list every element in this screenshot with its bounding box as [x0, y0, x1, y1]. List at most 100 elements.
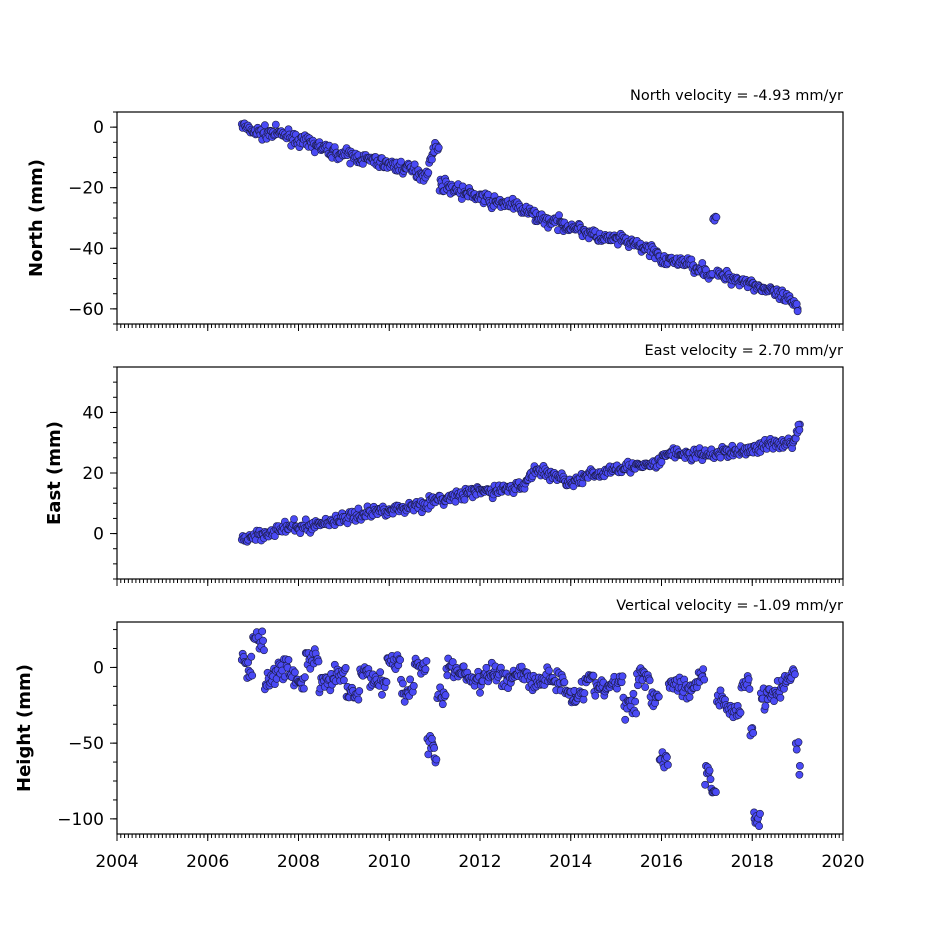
data-point — [657, 458, 666, 466]
data-point — [699, 665, 708, 673]
data-point — [791, 670, 799, 679]
y-tick-label: −40 — [68, 239, 104, 259]
x-tick-label: 2008 — [277, 852, 320, 872]
data-points — [237, 420, 804, 546]
data-point — [258, 627, 267, 636]
y-axis-label: North (mm) — [26, 159, 47, 277]
x-tick-label: 2014 — [549, 852, 592, 872]
data-point — [755, 822, 763, 830]
data-point — [354, 504, 363, 513]
data-point — [355, 687, 364, 695]
x-tick-label: 2012 — [458, 852, 501, 872]
y-tick-label: −60 — [68, 300, 104, 320]
data-point — [427, 734, 436, 743]
x-tick-label: 2018 — [731, 852, 774, 872]
data-point — [517, 662, 526, 671]
data-point — [712, 788, 720, 796]
data-point — [580, 689, 589, 698]
data-point — [421, 665, 430, 674]
data-point — [700, 675, 709, 684]
y-tick-label: 0 — [93, 525, 104, 545]
data-point — [631, 697, 640, 706]
data-point — [378, 690, 386, 699]
data-point — [560, 678, 569, 687]
velocity-label: North velocity = -4.93 mm/yr — [630, 88, 843, 104]
data-point — [460, 495, 469, 504]
data-point — [745, 685, 754, 693]
data-point — [641, 683, 650, 691]
x-tick-label: 2020 — [821, 852, 864, 872]
data-points — [237, 627, 804, 830]
data-point — [424, 168, 433, 177]
data-point — [260, 121, 269, 130]
data-point — [545, 666, 553, 675]
data-point — [795, 770, 804, 779]
data-point — [339, 676, 348, 685]
plot-frame — [116, 621, 844, 835]
y-tick-label: −100 — [57, 810, 104, 830]
data-point — [589, 671, 598, 680]
data-point — [306, 664, 315, 673]
y-axis-label: East (mm) — [44, 421, 65, 525]
data-points — [237, 119, 802, 316]
data-point — [314, 657, 323, 666]
data-point — [701, 780, 709, 789]
data-point — [270, 532, 279, 540]
x-tick-label: 2016 — [640, 852, 683, 872]
data-point — [382, 678, 391, 686]
y-tick-label: 40 — [82, 403, 104, 423]
y-tick-label: −20 — [68, 179, 104, 199]
data-point — [716, 453, 725, 462]
data-point — [438, 700, 447, 709]
data-point — [427, 155, 436, 164]
velocity-label: Vertical velocity = -1.09 mm/yr — [616, 598, 843, 614]
x-tick-label: 2004 — [95, 852, 138, 872]
data-point — [300, 673, 309, 682]
panel-2: 40 20 0 East velocity = 2.70 mm/yr East (mm) — [44, 343, 844, 586]
data-point — [290, 668, 299, 677]
data-point — [744, 675, 753, 684]
data-point — [663, 753, 671, 762]
data-point — [341, 664, 350, 672]
panel-3: 0 −50 −100 2004 2006 2008 2010 2012 2014 2016 2018… — [14, 598, 865, 872]
data-point — [448, 658, 457, 666]
data-point — [618, 672, 627, 681]
data-point — [792, 300, 801, 308]
data-point — [476, 688, 484, 697]
data-point — [654, 692, 663, 701]
data-point — [248, 671, 257, 680]
data-point — [271, 120, 280, 129]
y-tick-label: −50 — [68, 734, 104, 754]
data-point — [482, 663, 491, 672]
data-point — [441, 691, 450, 700]
y-axis-label: Height (mm) — [14, 664, 35, 792]
data-point — [664, 761, 672, 769]
data-point — [706, 775, 715, 784]
data-point — [406, 675, 414, 684]
data-point — [555, 211, 563, 220]
data-point — [794, 738, 803, 747]
data-point — [761, 702, 770, 710]
x-tick-label: 2010 — [368, 852, 411, 872]
data-point — [621, 715, 630, 724]
data-point — [430, 744, 439, 752]
data-point — [354, 695, 363, 704]
data-point — [398, 679, 407, 688]
data-point — [284, 656, 293, 664]
plot-frame — [116, 111, 844, 325]
data-point — [776, 693, 785, 702]
data-point — [396, 656, 404, 664]
data-point — [397, 157, 405, 166]
panel-1: 0 −20 −40 −60 North velocity = -4.93 mm/yr No… — [26, 88, 844, 331]
data-point — [422, 657, 431, 665]
data-point — [259, 636, 267, 645]
data-point — [749, 729, 758, 737]
data-point — [712, 213, 721, 222]
data-point — [410, 160, 419, 169]
plot-frame — [116, 366, 844, 580]
data-point — [579, 695, 588, 704]
data-point — [629, 689, 638, 698]
y-tick-label: 0 — [93, 658, 104, 678]
data-point — [290, 515, 298, 523]
data-point — [705, 766, 714, 775]
